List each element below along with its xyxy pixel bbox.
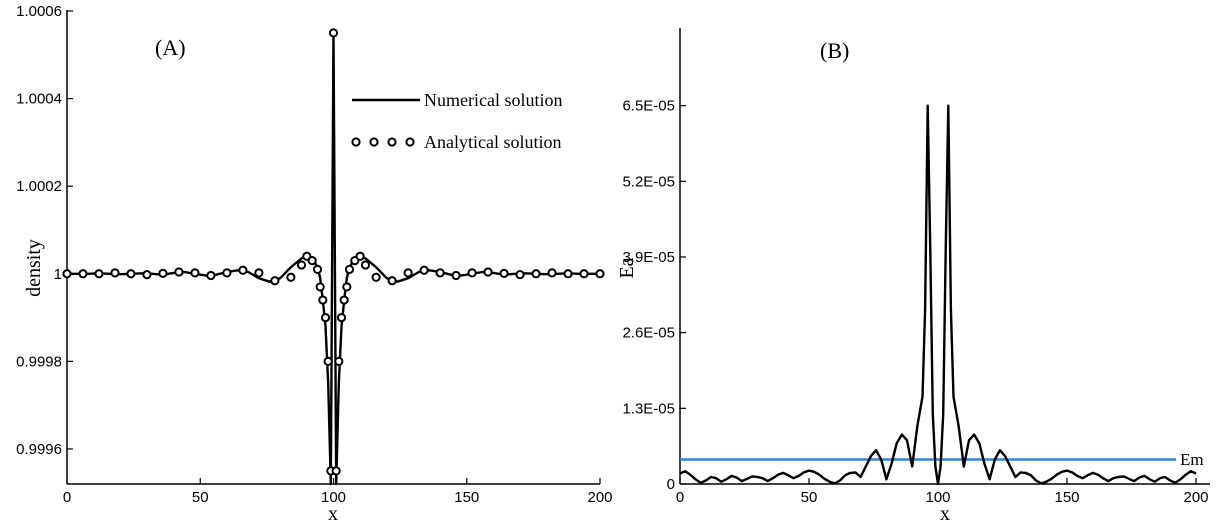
panel-a-x-tick-label: 0: [63, 489, 71, 506]
panel-a-data-point: [371, 272, 381, 282]
panel-b-x-tick-label: 100: [925, 489, 950, 506]
panel-b-y-tick-label: 2.6E-05: [622, 325, 675, 342]
panel-a-data-point: [312, 264, 323, 274]
panel-a-data-point: [336, 312, 347, 323]
panel-a-data-point: [360, 260, 371, 270]
panel-a-data-point: [344, 264, 355, 274]
legend-circle-samples: [351, 137, 415, 147]
panel-b-y-tick-label: 5.2E-05: [622, 173, 675, 190]
panel-a-x-tick-label: 100: [321, 489, 346, 506]
panel-a-data-point: [174, 267, 184, 277]
panel-a-y-tick-label: 1.0002: [16, 178, 62, 195]
panel-b-y-axis-label: Ea: [616, 257, 638, 278]
panel-a-data-point: [451, 270, 461, 281]
panel-a-data-point: [222, 268, 232, 278]
panel-a-data-point: [254, 268, 264, 278]
panel-a-data-point: [355, 251, 365, 261]
panel-a-data-point: [531, 269, 541, 279]
panel-a-data-point: [270, 276, 280, 286]
panel-a-data-point: [515, 270, 525, 280]
panel-a-data-point: [499, 268, 509, 278]
panel-b-series-line: [679, 104, 1197, 486]
panel-a-data-point: [419, 265, 429, 275]
panel-a-data-point: [78, 269, 88, 279]
panel-a-data-point: [435, 268, 445, 278]
panel-b-y-tick-label: 3.9E-05: [622, 249, 675, 266]
panel-a-data-point: [483, 267, 493, 277]
panel-a-y-tick-label: 1.0006: [16, 3, 62, 20]
em-line-label: Em: [1180, 450, 1204, 469]
panel-a-data-point: [331, 466, 341, 476]
panel-a-data-point: [334, 356, 344, 366]
panel-b-y-tick-label: 1.3E-05: [622, 400, 675, 417]
panel-a-x-tick-label: 150: [454, 489, 479, 506]
panel-a-y-axis-label: density: [23, 239, 45, 297]
panel-a-y-tick-label: 1.0004: [16, 91, 62, 108]
panel-a-data-point: [206, 270, 216, 281]
panel-a-data-point: [323, 356, 333, 366]
panel-a-data-point: [563, 269, 573, 279]
legend-circle-marker: [351, 137, 361, 147]
panel-a-data-point: [62, 269, 72, 279]
panel-b-x-axis-label: x: [940, 503, 950, 524]
panel-b-x-tick-label: 150: [1054, 489, 1079, 506]
panel-b-y-tick-label: 0: [667, 476, 675, 493]
panel-a-y-tick-label: 0.9996: [16, 441, 62, 458]
panel-a-x-tick-label: 200: [587, 489, 612, 506]
panel-a-data-point: [547, 268, 557, 278]
panel-a-data-point: [467, 268, 477, 278]
panel-a-x-tick-label: 50: [192, 489, 209, 506]
panel-a-data-point: [320, 312, 331, 323]
panel-b-x-tick-label: 0: [676, 489, 684, 506]
panel-a-data-point: [110, 268, 120, 278]
panel-a-data-point: [307, 256, 317, 266]
panel-a-data-point: [339, 295, 349, 305]
panel-a-chart: 0 50 100 150 200 0.9996 0.9998 1 1.0002 1.0004 1.0…: [16, 3, 612, 524]
panel-a-data-point: [403, 268, 413, 278]
legend-circle-marker: [387, 137, 397, 147]
panel-a-y-tick-label: 0.9998: [16, 353, 62, 370]
panel-a-data-point: [158, 268, 168, 278]
panel-a-data-point: [190, 268, 200, 278]
panel-b-chart: 0 50 100 150 200 0 1.3E-05 2.6E-05 3.9E-05 5.2E-0…: [616, 28, 1210, 524]
panel-a-label: (A): [155, 35, 186, 60]
panel-a-data-point: [94, 269, 104, 279]
panel-a-data-point: [387, 276, 397, 286]
panel-a-data-point: [286, 272, 296, 282]
legend-analytical-label: Analytical solution: [424, 132, 561, 152]
panel-a-data-point: [142, 270, 152, 280]
panel-a-data-point: [318, 295, 328, 305]
panel-a-x-axis-label: x: [328, 503, 338, 524]
legend-numerical-label: Numerical solution: [424, 90, 562, 110]
panel-a-data-point: [126, 269, 136, 279]
panel-b-x-tick-label: 50: [801, 489, 818, 506]
panel-b-y-tick-label: 6.5E-05: [622, 98, 675, 115]
panel-a-data-point: [238, 265, 248, 275]
panel-a-data-point: [315, 282, 325, 292]
legend-circle-marker: [405, 137, 415, 147]
panel-a-data-point: [328, 28, 339, 38]
panel-a-data-point: [595, 269, 605, 279]
panel-a-data-point: [579, 269, 589, 279]
panel-b-label: (B): [820, 38, 849, 63]
panel-a-data-point: [342, 282, 352, 292]
panel-a-legend: Numerical solution Analytical solution: [351, 90, 562, 152]
panel-a-data-point: [296, 260, 307, 270]
panel-a-y-tick-label: 1: [54, 266, 62, 283]
legend-circle-marker: [369, 137, 379, 147]
panel-b-x-tick-label: 200: [1183, 489, 1208, 506]
